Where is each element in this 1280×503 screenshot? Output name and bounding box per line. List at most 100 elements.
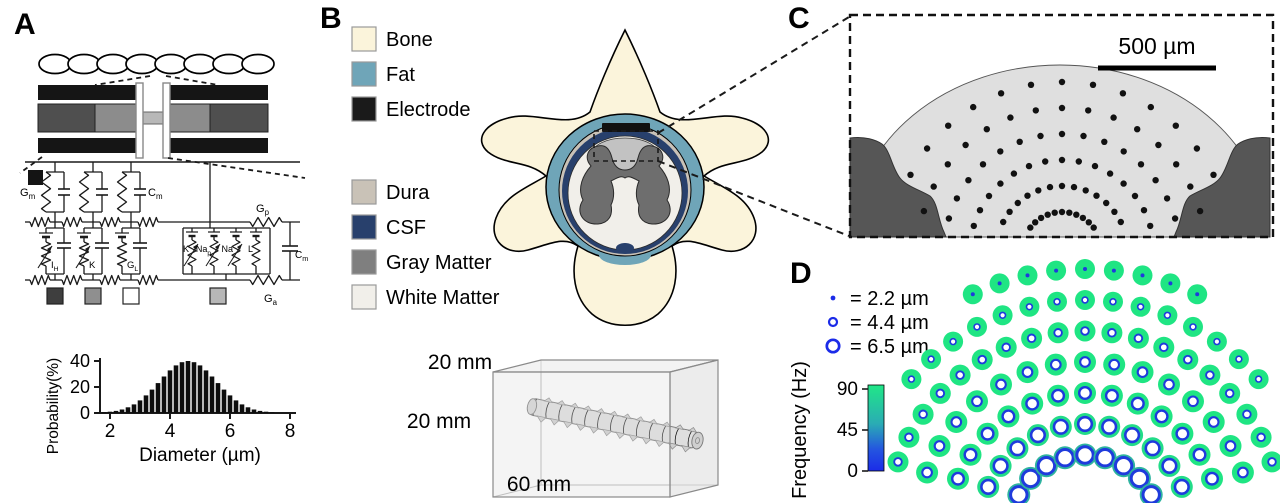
axon-dot [1073,211,1080,218]
histogram-bar [245,407,251,413]
y-tick-label: 40 [70,351,90,371]
panel-c-label: C [788,2,810,35]
fiber-diameter-ring [1075,445,1095,465]
histogram-bar [251,409,257,413]
gray-matter-butterfly [579,145,671,225]
myelin-schematic [37,82,269,159]
fiber-circle [1074,320,1096,342]
axon-myelin-ellipse [125,53,159,75]
cord-segment-line [661,425,667,443]
nerve-rootlet [641,436,652,445]
cord-end-cap [691,431,704,450]
zoom-connector-line [657,160,850,237]
axon-dot [1058,208,1066,216]
fiber-diameter-ring [1055,448,1075,468]
box-depth-label: 20 mm [428,351,492,374]
myelin-swatch [28,170,43,185]
label-cm-node: Cm [295,250,308,263]
nerve-rootlet [556,400,567,406]
axon-dot [1137,161,1145,168]
axon-dot [1155,141,1162,149]
fiber-diameter-ring [951,471,966,486]
frequency-colorbar [867,384,885,472]
nerve-rootlet [543,397,553,404]
legend-swatch [351,284,377,310]
axon-myelin-ellipse [96,53,130,75]
fiber-circle [1153,336,1175,358]
histogram-bar [113,410,119,413]
axon-dot [965,177,972,184]
axon-dot [983,126,990,133]
ion-channel-resistor [40,241,52,267]
panel-b-label: B [320,2,342,35]
axon-dot [970,103,977,111]
axon-dot [1024,192,1031,199]
fiber-diameter-ring [1163,311,1172,319]
fiber-diameter-ring [1123,427,1141,444]
fiber-circle [1074,382,1096,404]
fiber-circle [1103,291,1123,312]
fiber-diameter-ring [1025,396,1040,411]
axial-resistor [137,274,159,286]
axon-dot [1210,171,1217,178]
axon-dot [1035,187,1042,194]
nerve-rootlet [569,402,580,409]
histogram-bar [257,410,263,413]
fiber-diameter-dot [997,281,1002,286]
histogram-bar [143,395,149,413]
fiber-diameter-ring [1053,298,1061,306]
fiber-diameter-ring [980,426,995,441]
histogram-bar [269,412,275,413]
myelin-sheath-bar [38,85,140,100]
fiber-diameter-ring [1113,456,1134,476]
fiber-diameter-ring [1021,366,1034,378]
fiber-circle [1047,384,1070,407]
fiber-diameter-ring [1080,326,1090,336]
fiber-diameter-ring [1267,457,1277,467]
fiber-diameter-ring [1095,448,1115,468]
paranode-gap [135,82,144,159]
fiber-diameter-ring [1161,457,1178,475]
fiber-diameter-ring [963,447,978,462]
fiber-circle [1158,373,1180,396]
nerve-rootlet [609,410,619,417]
histogram-bar [101,412,107,413]
nerve-rootlet [536,415,547,423]
fiber-diameter-ring [1136,303,1145,311]
axon-dot [1058,104,1066,112]
fiber-circle [1219,435,1242,457]
fiber-circle [967,316,987,337]
histogram-bar [197,365,203,413]
fiber-circle [1127,466,1151,490]
axon-dot [1090,224,1097,231]
label-left-channel: K [89,260,96,271]
fiber-diameter-ring [973,323,981,331]
cord-segment-line [545,401,550,419]
fiber-frequency-fan [887,259,1280,503]
axon-dot [1110,114,1117,121]
cord-segment-line [584,409,589,427]
axon-dot [979,161,987,168]
paranode-gap [162,82,171,159]
nerve-rootlet [602,428,613,437]
label-cm-internode: Cm [148,187,163,201]
axon-dot [1080,132,1087,140]
varistor-arrowhead [47,246,52,252]
fiber-circle [1044,353,1067,376]
fiber-diameter-ring [1242,409,1252,420]
fiber-circle [1007,483,1031,503]
axon-dot [1111,208,1118,215]
label-right-channel: K [183,244,189,254]
x-axis-label: Diameter (µm) [139,445,261,466]
axon-dot [1089,81,1097,89]
fiber-diameter-ring [1079,356,1091,368]
axon-dot [1173,161,1180,168]
fiber-diameter-ring [1205,370,1215,380]
axon-dot [1032,107,1040,114]
box-front-face [492,371,671,498]
varistor-arrowhead [85,246,90,252]
fiber-diameter-ring [1053,328,1063,338]
fiber-circle [1157,305,1178,326]
fiber-diameter-ring [971,395,983,408]
fiber-circle [1112,454,1136,478]
